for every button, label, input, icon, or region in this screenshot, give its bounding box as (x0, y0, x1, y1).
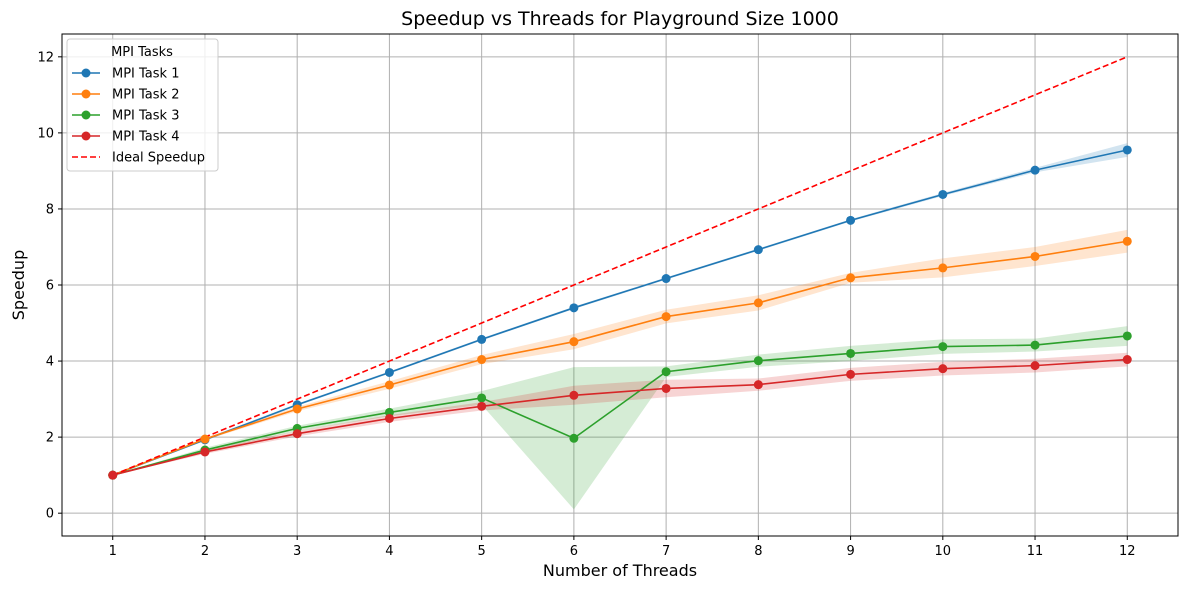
series-4-point (846, 369, 856, 379)
series-3-point (661, 367, 671, 377)
series-1-line (112, 149, 1128, 476)
series-4-point (753, 380, 763, 390)
series-4-point (108, 470, 118, 480)
x-tick-label: 2 (201, 544, 209, 559)
series-2-point (1030, 251, 1040, 261)
x-tick-label: 12 (1119, 544, 1136, 559)
series-1-point (1030, 165, 1040, 175)
series-1-point (846, 215, 856, 225)
series-3-band (112, 326, 1128, 510)
y-tick-label: 10 (37, 126, 54, 141)
y-tick-label: 2 (46, 431, 54, 446)
series-2-line (112, 240, 1128, 476)
series-3-line (112, 335, 1128, 476)
series-4-point (384, 413, 394, 423)
y-tick-label: 12 (37, 50, 54, 65)
series-2-point (846, 273, 856, 283)
x-tick-label: 10 (935, 544, 952, 559)
x-tick-label: 4 (385, 544, 393, 559)
y-axis-label: Speedup (9, 250, 28, 320)
series-2-point (569, 337, 579, 347)
series-4-band (112, 352, 1128, 476)
series-2-point (753, 298, 763, 308)
series-4-point (1122, 355, 1132, 365)
series-4-point (292, 429, 302, 439)
series-4-point (1030, 361, 1040, 371)
series-3-point (938, 342, 948, 352)
y-axis-ticks: 0 2 4 6 8 10 12 (37, 50, 62, 522)
series-1-point (753, 245, 763, 255)
series-1-point (569, 303, 579, 313)
x-tick-label: 6 (570, 544, 578, 559)
y-tick-label: 4 (46, 355, 54, 370)
series-4-point (477, 401, 487, 411)
x-axis-ticks: 1 2 3 4 5 6 7 8 9 10 11 12 (109, 536, 1136, 559)
series-4-line (112, 358, 1128, 476)
series-2-point (938, 263, 948, 273)
series-4-point (569, 390, 579, 400)
series-lines (112, 56, 1128, 476)
series-1-point (938, 189, 948, 199)
legend-label-4: MPI Task 4 (112, 130, 179, 145)
series-2-point (1122, 236, 1132, 246)
legend-marker-3 (81, 110, 91, 120)
series-2-point (477, 355, 487, 365)
x-tick-label: 1 (109, 544, 117, 559)
legend-title: MPI Tasks (111, 45, 173, 60)
series-markers (108, 145, 1132, 480)
legend-box (66, 38, 219, 172)
x-tick-label: 9 (846, 544, 854, 559)
series-5-line (112, 56, 1128, 476)
x-tick-label: 8 (754, 544, 762, 559)
series-4-point (200, 447, 210, 457)
series-2-point (292, 404, 302, 414)
series-3-point (846, 348, 856, 358)
series-3-point (1122, 331, 1132, 341)
y-tick-label: 0 (46, 507, 54, 522)
series-3-point (1030, 340, 1040, 350)
x-tick-label: 3 (293, 544, 301, 559)
legend-marker-1 (81, 68, 91, 78)
series-2-point (661, 312, 671, 322)
legend-label-5: Ideal Speedup (112, 151, 205, 166)
x-tick-label: 7 (662, 544, 670, 559)
series-1-point (661, 274, 671, 284)
series-1-point (1122, 145, 1132, 155)
series-4-point (661, 383, 671, 393)
y-tick-label: 6 (46, 279, 54, 294)
series-2-band (112, 229, 1128, 476)
legend-marker-4 (81, 131, 91, 141)
confidence-bands (112, 143, 1128, 510)
legend-label-2: MPI Task 2 (112, 88, 179, 103)
x-tick-label: 11 (1027, 544, 1044, 559)
series-1-point (384, 367, 394, 377)
chart-title: Speedup vs Threads for Playground Size 1… (401, 8, 839, 30)
legend-label-1: MPI Task 1 (112, 67, 179, 82)
series-3-point (477, 393, 487, 403)
series-4-point (938, 364, 948, 374)
x-tick-label: 5 (478, 544, 486, 559)
y-tick-label: 8 (46, 202, 54, 217)
series-3-point (569, 433, 579, 443)
series-2-point (384, 380, 394, 390)
series-2-point (200, 434, 210, 444)
grid-lines (62, 34, 1178, 536)
x-axis-label: Number of Threads (543, 561, 697, 580)
legend-label-3: MPI Task 3 (112, 109, 179, 124)
series-1-point (477, 334, 487, 344)
series-3-point (753, 356, 763, 366)
legend: MPI Tasks MPI Task 1 MPI Task 2 MPI Task 3… (66, 38, 219, 172)
legend-marker-2 (81, 89, 91, 99)
